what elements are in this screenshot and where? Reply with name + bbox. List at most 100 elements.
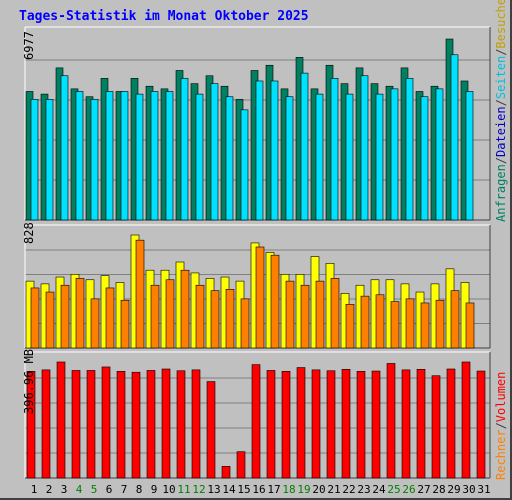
bar-rechner-day-15: [240, 298, 250, 349]
x-tick-day-29: 29: [447, 483, 460, 496]
bar-dateien-day-6: [105, 91, 114, 221]
bar-volumen-day-22: [341, 368, 351, 479]
bar-rechner-day-22: [345, 304, 355, 349]
bar-volumen-day-17: [266, 370, 276, 479]
x-tick-day-26: 26: [402, 483, 415, 496]
bar-dateien-day-9: [150, 91, 159, 221]
x-tick-day-28: 28: [432, 483, 445, 496]
bar-volumen-day-12: [191, 369, 201, 479]
x-tick-day-12: 12: [192, 483, 205, 496]
bar-volumen-day-24: [371, 370, 381, 479]
bar-dateien-day-5: [90, 99, 99, 221]
bar-dateien-day-15: [240, 109, 249, 221]
bar-volumen-day-23: [356, 371, 366, 479]
bar-rechner-day-9: [150, 284, 160, 349]
x-tick-day-3: 3: [61, 483, 68, 496]
bar-volumen-day-6: [101, 366, 111, 479]
bar-volumen-day-5: [86, 370, 96, 479]
bar-volumen-day-27: [416, 368, 426, 479]
bar-volumen-day-14: [221, 466, 231, 479]
bar-rechner-day-13: [210, 290, 220, 349]
bar-volumen-day-9: [146, 370, 156, 479]
bar-rechner-day-28: [435, 299, 445, 349]
bar-dateien-day-18: [285, 96, 294, 221]
bar-dateien-day-24: [375, 93, 384, 221]
bar-volumen-day-15: [236, 451, 246, 479]
bar-volumen-day-21: [326, 370, 336, 479]
bar-rechner-day-17: [270, 254, 280, 349]
x-tick-day-22: 22: [342, 483, 355, 496]
bar-dateien-day-29: [450, 54, 459, 221]
panel1-max-label: 6977: [22, 31, 36, 60]
bar-dateien-day-19: [300, 72, 309, 221]
bar-volumen-day-29: [446, 368, 456, 479]
bar-volumen-day-26: [401, 369, 411, 479]
bar-rechner-day-27: [420, 302, 430, 349]
bar-volumen-day-10: [161, 368, 171, 479]
x-tick-day-11: 11: [177, 483, 190, 496]
bar-dateien-day-4: [75, 91, 84, 221]
legend-sep-4: /: [494, 422, 508, 430]
bar-volumen-day-16: [251, 364, 261, 479]
x-tick-day-4: 4: [76, 483, 83, 496]
bar-volumen-day-28: [431, 375, 441, 479]
bar-volumen-day-8: [131, 371, 141, 479]
bar-dateien-day-8: [135, 93, 144, 221]
x-tick-day-2: 2: [46, 483, 53, 496]
bar-dateien-day-20: [315, 93, 324, 221]
x-tick-day-13: 13: [207, 483, 220, 496]
bar-volumen-day-1: [26, 371, 36, 479]
bar-rechner-day-12: [195, 284, 205, 349]
bar-volumen-day-7: [116, 371, 126, 479]
legend-sep-2: /: [494, 99, 508, 107]
bar-volumen-day-31: [476, 370, 486, 479]
bar-volumen-day-4: [71, 370, 81, 479]
bar-rechner-day-10: [165, 279, 175, 349]
legend-dateien: Dateien: [494, 106, 508, 157]
legend-seiten: Seiten: [494, 55, 508, 100]
legend-rechner: Rechner: [494, 429, 508, 480]
x-tick-day-19: 19: [297, 483, 310, 496]
bar-rechner-day-24: [375, 294, 385, 349]
x-tick-day-30: 30: [462, 483, 475, 496]
bar-rechner-day-11: [180, 269, 190, 349]
bar-volumen-day-19: [296, 367, 306, 479]
bar-volumen-day-30: [461, 361, 471, 479]
bar-dateien-day-21: [330, 78, 339, 221]
bar-dateien-day-16: [255, 80, 264, 221]
x-tick-day-9: 9: [151, 483, 158, 496]
panel2-max-label: 828: [22, 222, 36, 244]
legend-sep-1: /: [494, 156, 508, 165]
bar-rechner-day-19: [300, 284, 310, 349]
bar-rechner-day-2: [45, 291, 55, 349]
legend-anfragen: Anfragen: [494, 164, 508, 222]
bar-rechner-day-3: [60, 284, 70, 349]
bar-dateien-day-27: [420, 96, 429, 221]
bar-dateien-day-26: [405, 78, 414, 221]
bar-volumen-day-25: [386, 363, 396, 479]
x-tick-day-25: 25: [387, 483, 400, 496]
bar-dateien-day-1: [30, 99, 39, 221]
legend-besuche: Besuche: [494, 0, 508, 49]
bar-rechner-day-20: [315, 280, 325, 349]
bar-volumen-day-3: [56, 361, 66, 479]
bar-rechner-day-25: [390, 301, 400, 349]
x-tick-day-8: 8: [136, 483, 143, 496]
chart-title: Tages-Statistik im Monat Oktober 2025: [19, 9, 309, 24]
bar-rechner-day-1: [30, 287, 40, 349]
bar-rechner-day-30: [465, 302, 475, 349]
bar-volumen-day-20: [311, 369, 321, 479]
right-legend-upper: Anfragen/Dateien/Seiten/Besuche: [494, 0, 508, 222]
panel3-max-label: 396.96 MB: [22, 348, 36, 414]
bar-rechner-day-8: [135, 239, 145, 349]
x-tick-day-31: 31: [477, 483, 490, 496]
bar-volumen-day-2: [41, 369, 51, 479]
bar-dateien-day-11: [180, 78, 189, 221]
bar-dateien-day-30: [465, 91, 474, 221]
x-tick-day-15: 15: [237, 483, 250, 496]
right-legend-lower: Rechner/Volumen: [494, 372, 508, 480]
bar-rechner-day-16: [255, 246, 265, 349]
bar-dateien-day-2: [45, 99, 54, 221]
x-tick-day-18: 18: [282, 483, 295, 496]
